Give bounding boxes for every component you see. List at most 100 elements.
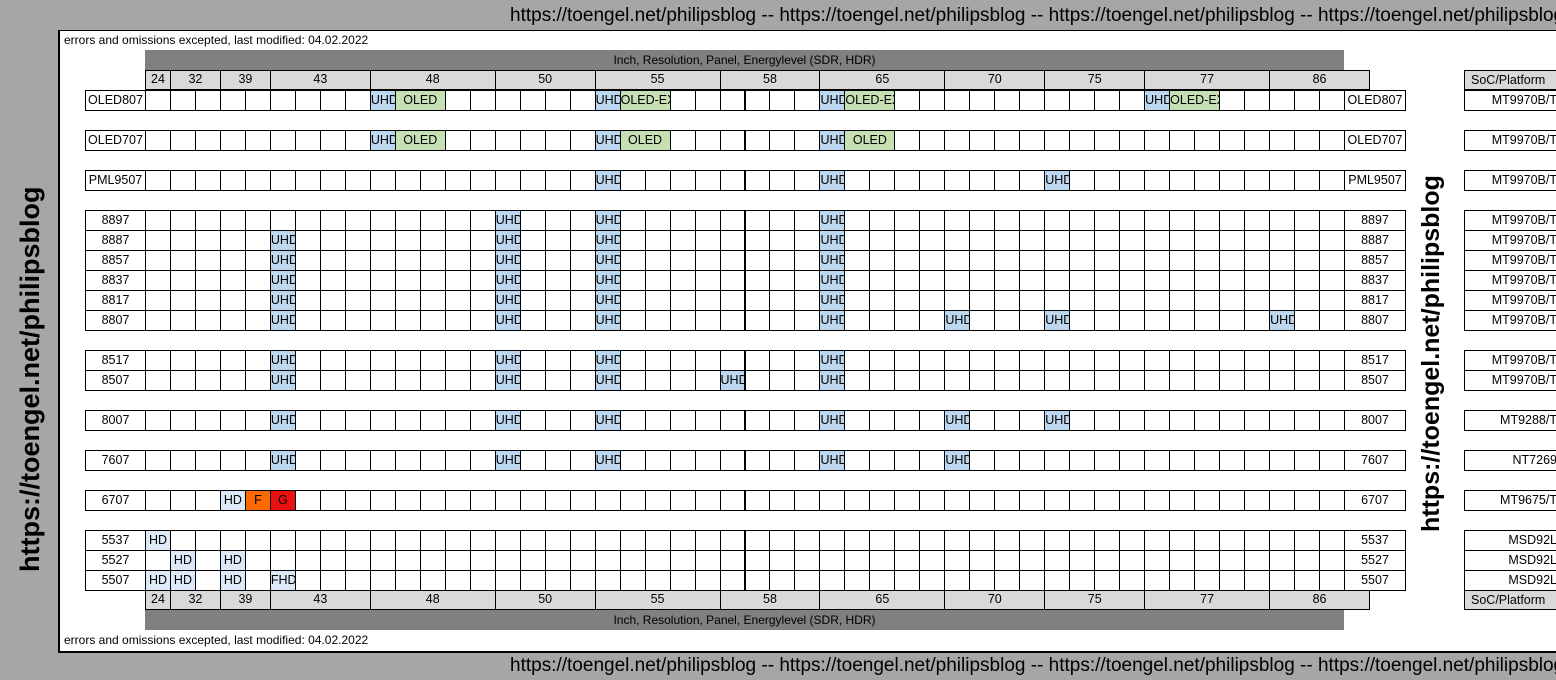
- empty-cell: [1144, 270, 1171, 291]
- empty-cell: [1044, 450, 1071, 471]
- model-name-right: 8857: [1344, 250, 1406, 271]
- empty-cell: [994, 450, 1021, 471]
- empty-cell: [319, 490, 346, 511]
- empty-cell: [1069, 410, 1096, 431]
- empty-cell: [219, 370, 246, 391]
- empty-cell: [1319, 570, 1345, 591]
- model-name-left: 8007: [85, 410, 146, 431]
- empty-cell: [669, 90, 696, 111]
- empty-cell: [1219, 530, 1246, 551]
- empty-cell: [369, 550, 396, 571]
- empty-cell: [844, 170, 871, 191]
- empty-cell: [969, 410, 996, 431]
- empty-cell: [394, 490, 421, 511]
- empty-cell: [569, 550, 596, 571]
- empty-cell: [669, 350, 696, 371]
- header-size-58: 58: [719, 70, 821, 90]
- empty-cell: [969, 290, 996, 311]
- empty-cell: [1294, 210, 1320, 231]
- empty-cell: [169, 370, 196, 391]
- empty-cell: [169, 130, 196, 151]
- empty-cell: [319, 370, 346, 391]
- resolution-cell: UHD: [819, 170, 846, 191]
- empty-cell: [194, 530, 221, 551]
- model-name-left: 8817: [85, 290, 146, 311]
- empty-cell: [1044, 90, 1071, 111]
- empty-cell: [1119, 210, 1146, 231]
- empty-cell: [769, 550, 796, 571]
- soc-value: MSD92L: [1464, 550, 1556, 571]
- empty-cell: [769, 530, 796, 551]
- empty-cell: [219, 90, 246, 111]
- empty-cell: [194, 230, 221, 251]
- soc-value: MT9970B/T: [1464, 250, 1556, 271]
- empty-cell: [1044, 130, 1071, 151]
- empty-cell: [919, 370, 946, 391]
- empty-cell: [219, 210, 246, 231]
- empty-cell: [1069, 450, 1096, 471]
- empty-cell: [569, 490, 596, 511]
- empty-cell: [169, 490, 196, 511]
- empty-cell: [1069, 170, 1096, 191]
- resolution-cell: UHD: [269, 290, 296, 311]
- empty-cell: [994, 170, 1021, 191]
- empty-cell: [1244, 530, 1271, 551]
- empty-cell: [1244, 270, 1271, 291]
- empty-cell: [894, 90, 921, 111]
- empty-cell: [294, 350, 321, 371]
- empty-cell: [1094, 170, 1121, 191]
- empty-cell: [1094, 270, 1121, 291]
- empty-cell: [1244, 490, 1271, 511]
- empty-cell: [544, 530, 571, 551]
- empty-cell: [1269, 410, 1296, 431]
- empty-cell: [394, 210, 421, 231]
- resolution-cell: UHD: [594, 270, 621, 291]
- resolution-cell: UHD: [494, 210, 521, 231]
- empty-cell: [1144, 550, 1171, 571]
- empty-cell: [519, 370, 546, 391]
- empty-cell: [669, 550, 696, 571]
- empty-cell: [419, 230, 446, 251]
- empty-cell: [1269, 350, 1296, 371]
- empty-cell: [1119, 230, 1146, 251]
- empty-cell: [619, 370, 646, 391]
- empty-cell: [1144, 250, 1171, 271]
- empty-cell: [519, 270, 546, 291]
- empty-cell: [1119, 130, 1146, 151]
- empty-cell: [869, 210, 896, 231]
- empty-cell: [719, 170, 746, 191]
- resolution-cell: UHD: [494, 270, 521, 291]
- empty-cell: [1169, 550, 1196, 571]
- empty-cell: [594, 550, 621, 571]
- empty-cell: [494, 90, 521, 111]
- empty-cell: [1144, 410, 1171, 431]
- empty-cell: [519, 490, 546, 511]
- empty-cell: [269, 130, 296, 151]
- header-size-43: 43: [269, 70, 371, 90]
- resolution-cell: UHD: [594, 170, 621, 191]
- empty-cell: [944, 270, 971, 291]
- empty-cell: [1319, 410, 1345, 431]
- empty-cell: [1294, 250, 1320, 271]
- empty-cell: [669, 170, 696, 191]
- empty-cell: [145, 290, 171, 311]
- empty-cell: [919, 450, 946, 471]
- panel-cell: OLED-EX: [1169, 90, 1221, 111]
- empty-cell: [194, 350, 221, 371]
- empty-cell: [494, 570, 521, 591]
- empty-cell: [894, 130, 921, 151]
- empty-cell: [1019, 210, 1046, 231]
- empty-cell: [794, 570, 821, 591]
- empty-cell: [1144, 230, 1171, 251]
- empty-cell: [969, 210, 996, 231]
- soc-value: MT9970B/T: [1464, 290, 1556, 311]
- model-name-right: 7607: [1344, 450, 1406, 471]
- empty-cell: [1194, 170, 1221, 191]
- empty-cell: [844, 550, 871, 571]
- empty-cell: [1119, 170, 1146, 191]
- empty-cell: [319, 210, 346, 231]
- empty-cell: [844, 370, 871, 391]
- empty-cell: [294, 250, 321, 271]
- empty-cell: [1094, 290, 1121, 311]
- empty-cell: [1194, 230, 1221, 251]
